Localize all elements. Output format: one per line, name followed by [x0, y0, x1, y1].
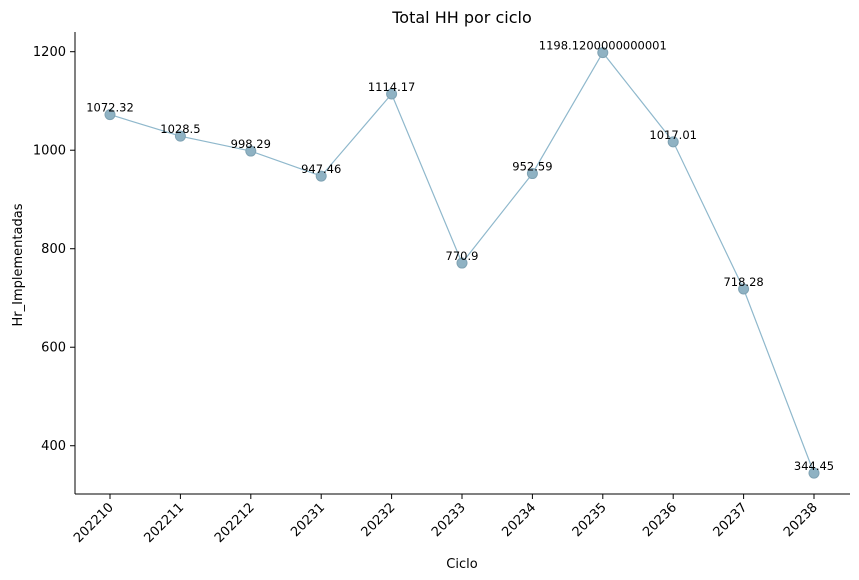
- data-label: 1017.01: [649, 128, 697, 142]
- data-point: [526, 168, 538, 180]
- data-label: 718.28: [723, 275, 763, 289]
- data-label: 1198.1200000000001: [539, 39, 667, 53]
- data-label: 770.9: [446, 249, 479, 263]
- x-tick-label: 202210: [71, 500, 117, 546]
- data-point: [667, 136, 679, 148]
- data-point: [245, 145, 257, 157]
- y-tick-label: 1200: [33, 45, 66, 60]
- chart-title: Total HH por ciclo: [391, 8, 531, 27]
- x-tick-label: 202212: [212, 500, 258, 546]
- data-point: [597, 47, 609, 59]
- data-point: [386, 88, 398, 100]
- data-label: 1072.32: [86, 101, 134, 115]
- x-tick-label: 20231: [288, 500, 328, 540]
- x-tick-label: 20238: [781, 500, 821, 540]
- data-label: 947.46: [301, 162, 341, 176]
- data-label: 1114.17: [368, 80, 416, 94]
- x-tick-label: 20233: [429, 500, 469, 540]
- data-point: [315, 170, 327, 182]
- data-label: 952.59: [512, 160, 552, 174]
- x-tick-label: 20235: [570, 500, 610, 540]
- x-tick-label: 20234: [499, 500, 539, 540]
- y-tick-label: 800: [41, 242, 66, 257]
- data-label: 344.45: [794, 459, 834, 473]
- y-tick-label: 1000: [33, 144, 66, 159]
- x-axis-ticks: 202210 202211 202212 20231 20232 20233 20234 20…: [71, 494, 821, 546]
- data-point: [808, 467, 820, 479]
- data-point: [174, 130, 186, 142]
- x-axis-label: Ciclo: [446, 557, 477, 572]
- x-tick-label: 20236: [640, 500, 680, 540]
- data-point: [456, 257, 468, 269]
- data-point: [104, 109, 116, 121]
- x-tick-label: 20232: [359, 500, 399, 540]
- y-tick-label: 600: [41, 341, 66, 356]
- data-labels: 1072.32 1028.5 998.29 947.46 1114.17 770.9 952…: [86, 39, 834, 473]
- y-tick-label: 400: [41, 439, 66, 454]
- data-label: 1028.5: [160, 122, 200, 136]
- data-point: [738, 283, 750, 295]
- data-label: 998.29: [231, 137, 271, 151]
- y-axis-label: Hr_Implementadas: [11, 203, 26, 326]
- x-tick-label: 202211: [142, 500, 188, 546]
- data-points: [104, 47, 820, 479]
- x-tick-label: 20237: [711, 500, 751, 540]
- y-axis-ticks: 400 600 800 1000 1200: [33, 45, 75, 454]
